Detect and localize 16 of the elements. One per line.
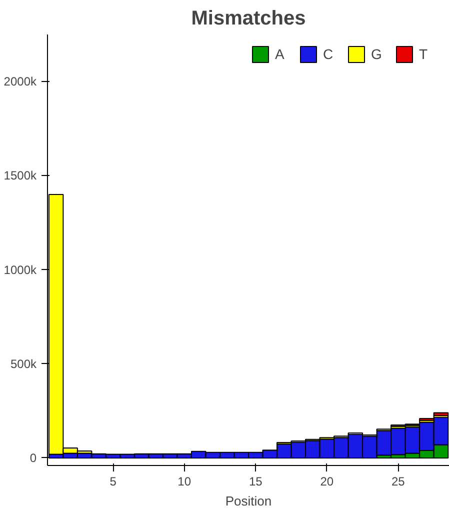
legend-label: C [323,46,334,62]
legend-label: G [371,46,383,62]
y-tick-label: 1500k [4,168,38,183]
x-tick-label: 20 [320,474,334,488]
y-tick-label: 500k [10,356,38,371]
y-tick-label: 2000k [4,74,38,89]
legend-label: A [275,46,286,62]
y-tick-label: 1000k [4,262,38,277]
y-tick-label: 0 [30,450,37,465]
legend-label: T [419,46,429,62]
x-tick-label: 15 [248,474,263,488]
chart-title: Mismatches [191,8,306,30]
x-tick-label: 5 [110,474,117,488]
x-tick-label: 10 [178,474,192,488]
x-tick-label: 25 [392,474,406,488]
x-axis-title: Position [225,494,272,508]
